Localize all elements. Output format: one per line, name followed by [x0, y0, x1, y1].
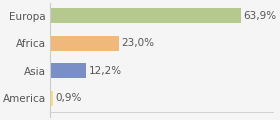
- Bar: [50, 91, 53, 106]
- Bar: [50, 8, 241, 23]
- Text: 63,9%: 63,9%: [243, 11, 276, 21]
- Text: 12,2%: 12,2%: [89, 66, 122, 76]
- Bar: [50, 36, 119, 51]
- Bar: [50, 63, 87, 78]
- Text: 23,0%: 23,0%: [121, 38, 154, 48]
- Text: 0,9%: 0,9%: [55, 93, 81, 103]
